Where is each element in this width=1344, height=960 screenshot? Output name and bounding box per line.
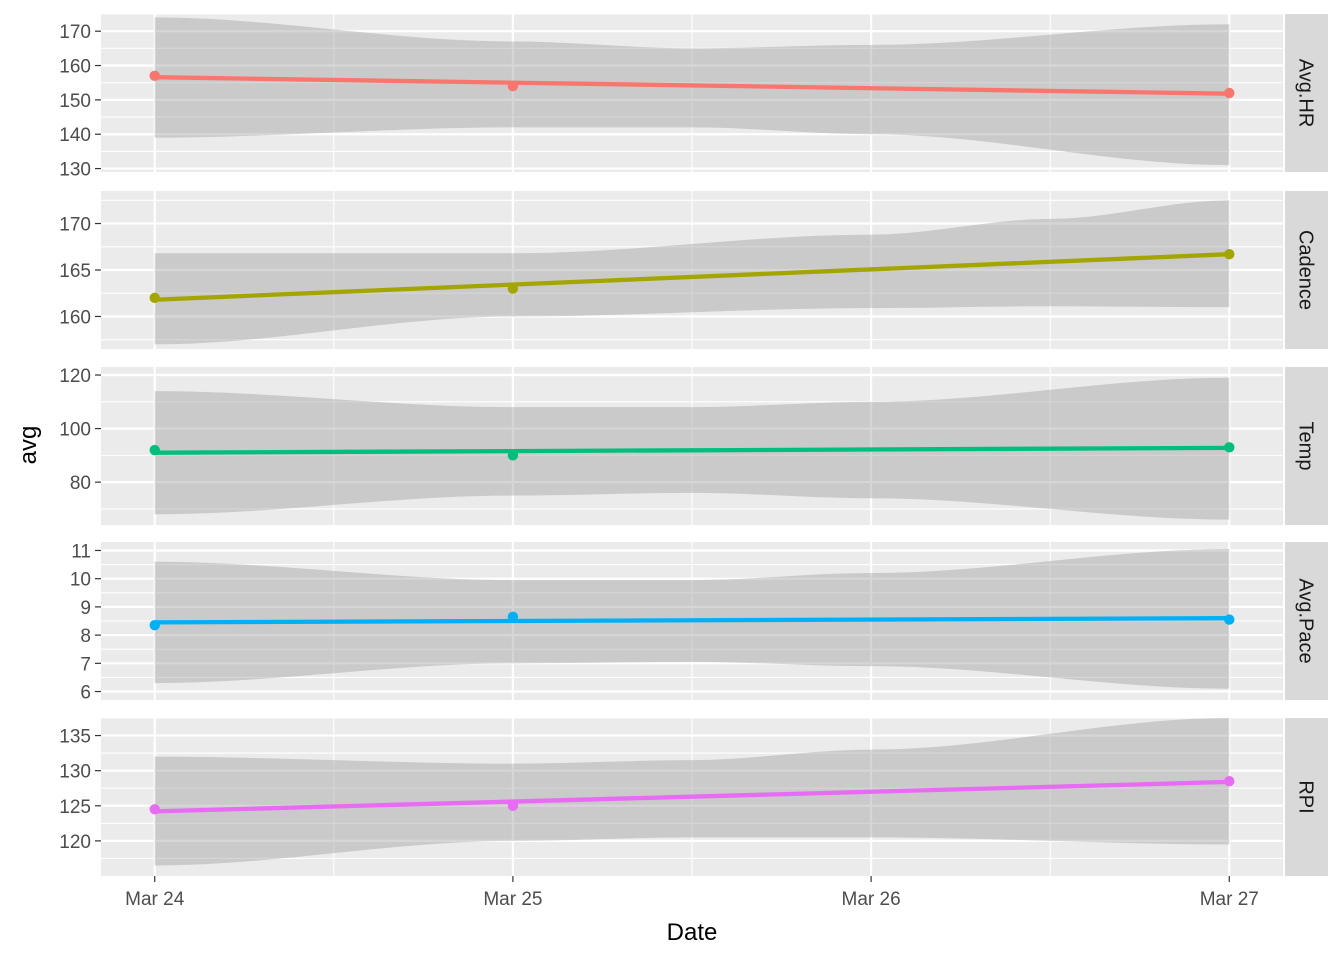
data-point [149,804,160,815]
confidence-band [154,718,1230,866]
facet-strip [1285,367,1328,525]
data-point [1224,614,1235,625]
facet-strip-label: Cadence [1295,230,1317,310]
data-point [149,70,160,82]
y-tick-label: 160 [59,57,91,78]
facet-panel-cadence: 160 165 170 Cadence [59,191,1328,349]
facet-strip [1285,542,1328,700]
data-point [1224,249,1235,260]
y-tick-label: 135 [59,727,91,748]
data-point [1224,442,1235,453]
facet-panel-temp: 80 100 120 Temp [59,366,1328,525]
facet-panel-rpi: 120 125 130 135 RPI [59,717,1328,876]
y-tick-label: 140 [59,125,91,146]
y-axis-title: avg [15,426,42,465]
facet-panels: 130 140 150 160 170 Avg.HR 160 165 170 Cadence 80 1… [59,13,1328,876]
y-tick-label: 9 [80,598,91,619]
y-tick-label: 120 [59,832,91,853]
y-tick-label: 130 [59,160,91,181]
facet-strip-label: RPI [1295,780,1317,813]
y-tick-label: 120 [59,366,91,387]
facet-strip-label: Temp [1295,422,1317,471]
data-point [1224,776,1235,787]
data-point [507,283,519,294]
confidence-band [154,17,1230,166]
trend-line [154,616,1230,625]
y-tick-label: 125 [59,797,91,818]
facet-strip [1285,14,1328,172]
facet-strip [1285,191,1328,349]
x-axis-title: Date [667,919,718,946]
y-tick-label: 8 [80,626,91,647]
facet-strip-label: Avg.HR [1295,59,1317,128]
facet-strip-label: Avg.Pace [1295,578,1317,663]
y-tick-label: 170 [59,22,91,43]
y-tick-label: 10 [70,570,91,591]
data-point [149,620,160,631]
y-tick-label: 11 [71,541,91,562]
y-tick-label: 7 [80,654,91,675]
x-tick-label: Mar 26 [842,889,901,910]
confidence-band [154,200,1230,345]
trend-line [154,779,1230,814]
y-tick-label: 170 [59,215,91,236]
y-tick-label: 80 [70,473,91,494]
y-tick-label: 160 [59,307,91,328]
x-axis: Mar 24 Mar 25 Mar 26 Mar 27 [125,876,1259,910]
y-tick-label: 130 [59,762,91,783]
trend-line [154,75,1230,96]
x-tick-label: Mar 24 [125,889,185,910]
data-point [149,292,160,304]
y-tick-label: 6 [80,683,91,704]
data-point [507,80,519,92]
facet-strip [1285,718,1328,876]
facet-panel-avg-pace: 6 7 8 9 10 11 Avg.Pace [70,541,1328,704]
x-tick-label: Mar 25 [483,889,542,910]
facet-panel-avg-hr: 130 140 150 160 170 Avg.HR [59,13,1328,181]
data-point [507,800,519,811]
x-tick-label: Mar 27 [1200,889,1259,910]
data-point [507,450,519,461]
trend-line [154,445,1230,455]
y-tick-label: 165 [59,261,91,282]
data-point [507,611,519,622]
data-point [149,444,160,456]
y-tick-label: 100 [59,420,91,441]
trend-line [154,252,1230,302]
data-point [1224,87,1235,99]
y-tick-label: 150 [59,91,91,112]
